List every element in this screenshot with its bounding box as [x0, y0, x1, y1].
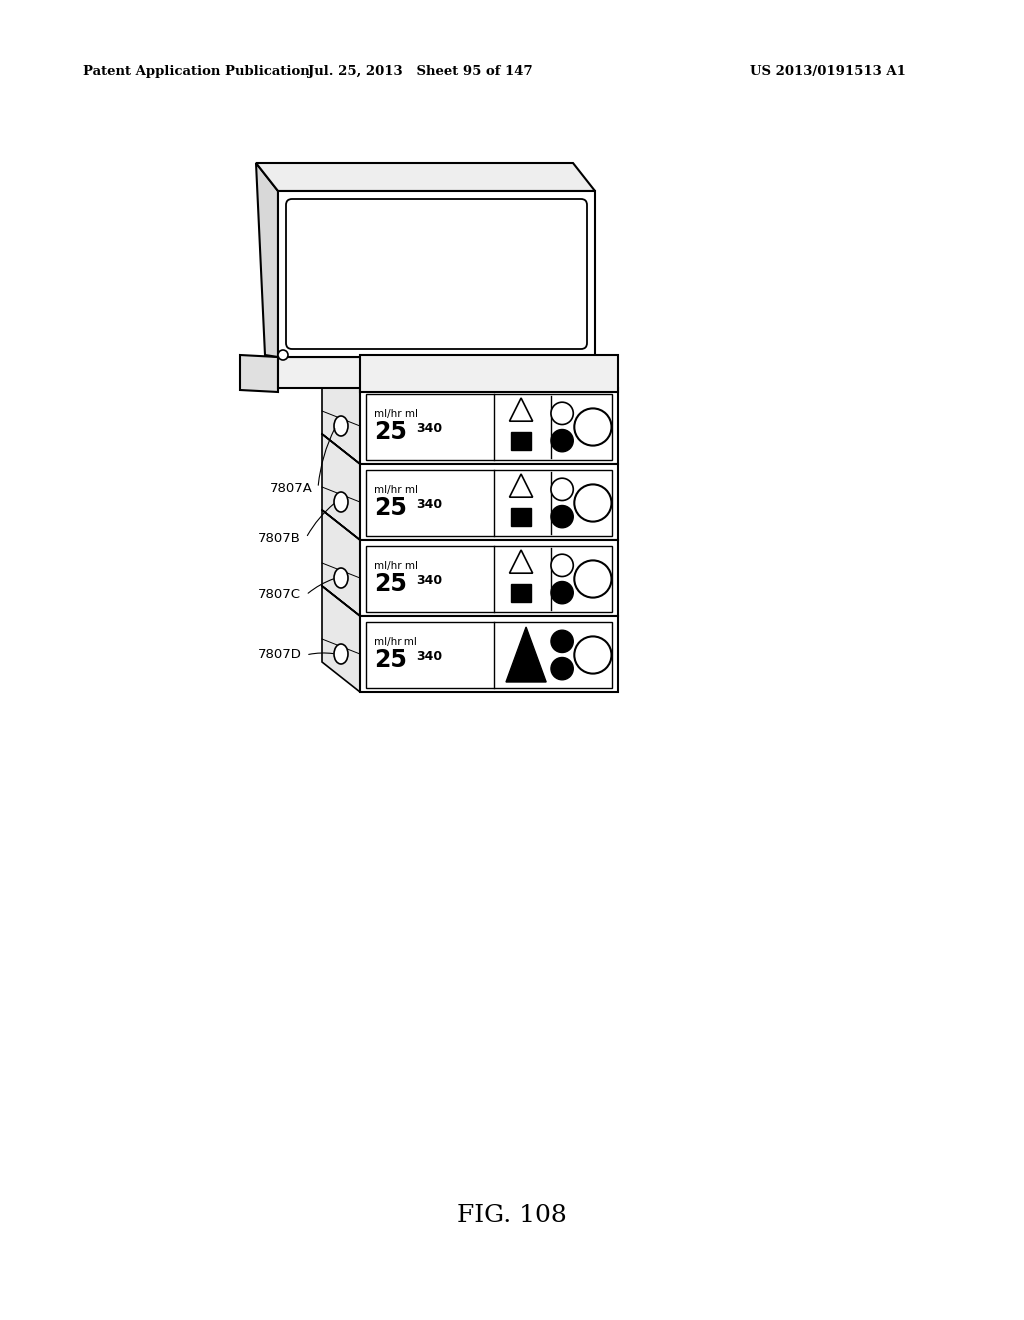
Polygon shape — [256, 162, 278, 356]
Text: Jul. 25, 2013   Sheet 95 of 147: Jul. 25, 2013 Sheet 95 of 147 — [307, 66, 532, 78]
Text: 7807B: 7807B — [258, 532, 301, 544]
Polygon shape — [366, 546, 612, 612]
Polygon shape — [322, 510, 360, 616]
Polygon shape — [366, 622, 612, 688]
Polygon shape — [510, 550, 532, 573]
Text: 7807A: 7807A — [270, 482, 313, 495]
Polygon shape — [360, 540, 618, 616]
Polygon shape — [360, 355, 618, 392]
Polygon shape — [510, 474, 532, 498]
Polygon shape — [322, 586, 360, 692]
Polygon shape — [366, 470, 612, 536]
Circle shape — [574, 636, 611, 673]
Ellipse shape — [334, 568, 348, 587]
Polygon shape — [360, 388, 618, 465]
Text: 340: 340 — [416, 573, 442, 586]
Bar — [511, 432, 531, 450]
Bar — [511, 508, 531, 525]
Text: 25: 25 — [374, 572, 407, 597]
Text: 25: 25 — [374, 420, 407, 444]
Polygon shape — [240, 355, 278, 392]
Text: ml/hr ml: ml/hr ml — [374, 561, 418, 572]
Circle shape — [551, 657, 573, 680]
Circle shape — [551, 630, 573, 652]
Text: 25: 25 — [374, 496, 407, 520]
Text: ml/hr ml: ml/hr ml — [374, 484, 418, 495]
Circle shape — [574, 484, 611, 521]
Text: Patent Application Publication: Patent Application Publication — [83, 66, 309, 78]
Polygon shape — [322, 358, 360, 465]
Polygon shape — [322, 434, 360, 540]
Polygon shape — [360, 616, 618, 692]
Circle shape — [574, 561, 611, 598]
Polygon shape — [506, 627, 546, 682]
Text: 7807D: 7807D — [258, 648, 302, 661]
Text: US 2013/0191513 A1: US 2013/0191513 A1 — [750, 66, 906, 78]
Polygon shape — [510, 399, 532, 421]
Polygon shape — [278, 191, 595, 356]
Text: 340: 340 — [416, 498, 442, 511]
Circle shape — [551, 403, 573, 425]
Ellipse shape — [334, 416, 348, 436]
Text: ml/hr ml: ml/hr ml — [374, 638, 417, 647]
Text: 340: 340 — [416, 649, 442, 663]
Text: 7807C: 7807C — [258, 589, 301, 602]
FancyBboxPatch shape — [286, 199, 587, 348]
Bar — [511, 583, 531, 602]
Circle shape — [551, 478, 573, 500]
Circle shape — [574, 408, 611, 446]
Circle shape — [551, 554, 573, 577]
Circle shape — [278, 350, 288, 360]
Circle shape — [551, 582, 573, 603]
Circle shape — [551, 429, 573, 451]
Polygon shape — [256, 162, 595, 191]
Polygon shape — [366, 393, 612, 459]
Ellipse shape — [334, 644, 348, 664]
Text: FIG. 108: FIG. 108 — [457, 1204, 567, 1226]
Text: ml/hr ml: ml/hr ml — [374, 409, 418, 418]
Ellipse shape — [334, 492, 348, 512]
Polygon shape — [360, 465, 618, 540]
Text: 340: 340 — [416, 421, 442, 434]
Text: 25: 25 — [374, 648, 407, 672]
Polygon shape — [278, 356, 595, 388]
Circle shape — [551, 506, 573, 528]
